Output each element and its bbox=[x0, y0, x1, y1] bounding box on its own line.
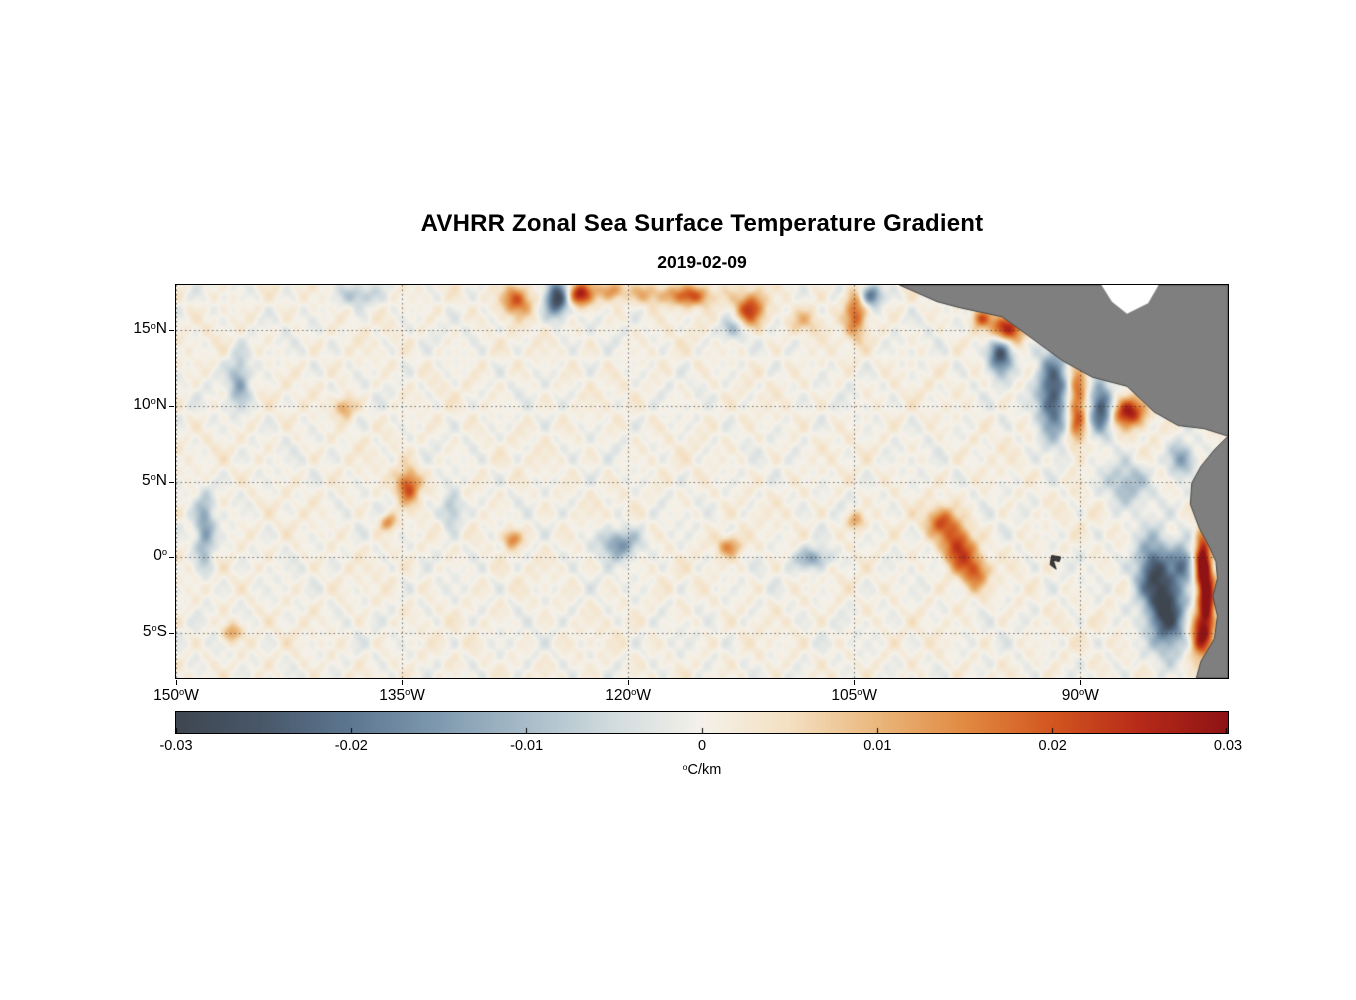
colorbar-canvas bbox=[176, 712, 1228, 733]
y-axis-tick-mark bbox=[169, 481, 174, 483]
x-axis-tick-mark bbox=[401, 679, 403, 685]
y-axis-tick-label: 15oN bbox=[133, 320, 167, 338]
x-axis-tick-mark bbox=[627, 679, 629, 685]
x-axis-tick-label: 135oW bbox=[379, 687, 425, 704]
x-axis-tick-mark bbox=[853, 679, 855, 685]
colorbar-tick-label: 0.01 bbox=[863, 738, 892, 754]
y-axis-tick-label: 5oS bbox=[142, 622, 167, 640]
y-axis-tick-mark bbox=[169, 556, 174, 558]
colorbar-tick-label: 0.02 bbox=[1038, 738, 1067, 754]
chart-title: AVHRR Zonal Sea Surface Temperature Grad… bbox=[420, 210, 984, 237]
y-axis-tick-label: 0o bbox=[153, 547, 167, 565]
colorbar-unit-label: oC/km bbox=[682, 761, 722, 778]
colorbar-tick-label: -0.02 bbox=[334, 738, 368, 754]
x-axis-tick-label: 90oW bbox=[1061, 687, 1099, 704]
colorbar-tick-label: -0.03 bbox=[159, 738, 193, 754]
map-plot-area bbox=[174, 283, 1229, 679]
chart-date: 2019-02-09 bbox=[657, 252, 747, 272]
sst-gradient-heatmap-canvas bbox=[175, 284, 1228, 678]
colorbar-tick-label: 0.03 bbox=[1213, 738, 1243, 754]
colorbar bbox=[175, 711, 1229, 734]
x-axis-tick-mark bbox=[175, 679, 177, 685]
y-axis-tick-label: 5oN bbox=[142, 471, 167, 489]
colorbar-tick-label: 0 bbox=[697, 738, 707, 754]
colorbar-tick-label: -0.01 bbox=[510, 738, 544, 754]
x-axis-tick-label: 105oW bbox=[831, 687, 878, 704]
x-axis-tick-mark bbox=[1079, 679, 1081, 685]
x-axis-tick-label: 120oW bbox=[605, 687, 651, 704]
y-axis-tick-mark bbox=[169, 405, 174, 407]
y-axis-tick-mark bbox=[169, 329, 174, 331]
y-axis-tick-label: 10oN bbox=[133, 395, 167, 413]
x-axis-tick-label: 150oW bbox=[153, 687, 199, 704]
y-axis-tick-mark bbox=[169, 632, 174, 634]
